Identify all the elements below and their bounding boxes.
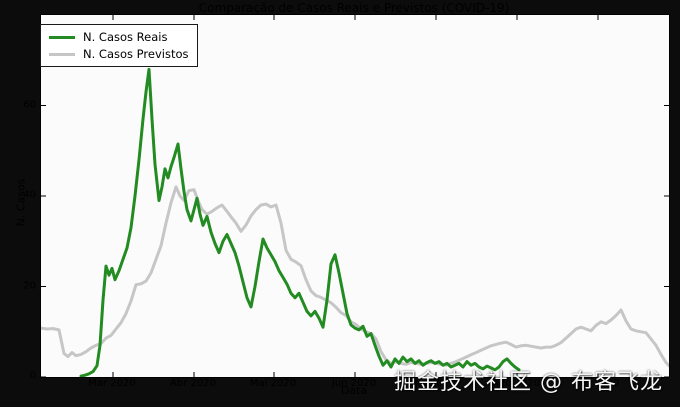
legend-item-reais: N. Casos Reais bbox=[49, 30, 188, 44]
legend: N. Casos Reais N. Casos Previstos bbox=[40, 24, 199, 67]
y-axis-label: N. Casos bbox=[14, 178, 28, 227]
watermark: 掘金技术社区 @ 布客飞龙 bbox=[394, 370, 663, 395]
chart-title: Comparação de Casos Reais e Previstos (C… bbox=[198, 1, 510, 15]
legend-label-reais: N. Casos Reais bbox=[83, 30, 168, 44]
x-tick-label: Abr 2020 bbox=[170, 378, 216, 389]
x-tick-label: Jul 2020 bbox=[414, 378, 456, 389]
y-tick-label: 0 bbox=[29, 370, 36, 382]
x-tick-label: Mar 2020 bbox=[88, 378, 136, 389]
y-tick-label: 60 bbox=[23, 99, 36, 110]
x-tick-label: Jun 2020 bbox=[331, 378, 377, 389]
legend-item-previstos: N. Casos Previstos bbox=[49, 47, 188, 61]
y-tick-label: 20 bbox=[23, 280, 36, 291]
x-axis-label: Data bbox=[340, 384, 368, 397]
plot-area: N. Casos Reais N. Casos Previstos bbox=[40, 14, 670, 378]
y-tick-label: 40 bbox=[23, 189, 36, 201]
chart-canvas bbox=[41, 15, 669, 377]
x-tick-label: Mai 2020 bbox=[249, 378, 297, 389]
x-tick-label: Set 2020 bbox=[574, 378, 620, 389]
previstos-line-swatch bbox=[49, 52, 75, 56]
reais-line-swatch bbox=[49, 35, 75, 39]
series-line-n-casos-previstos bbox=[41, 185, 669, 368]
legend-label-previstos: N. Casos Previstos bbox=[83, 47, 189, 61]
series-line-n-casos-reais bbox=[79, 67, 521, 377]
x-tick-label: Ago 2020 bbox=[492, 378, 540, 389]
